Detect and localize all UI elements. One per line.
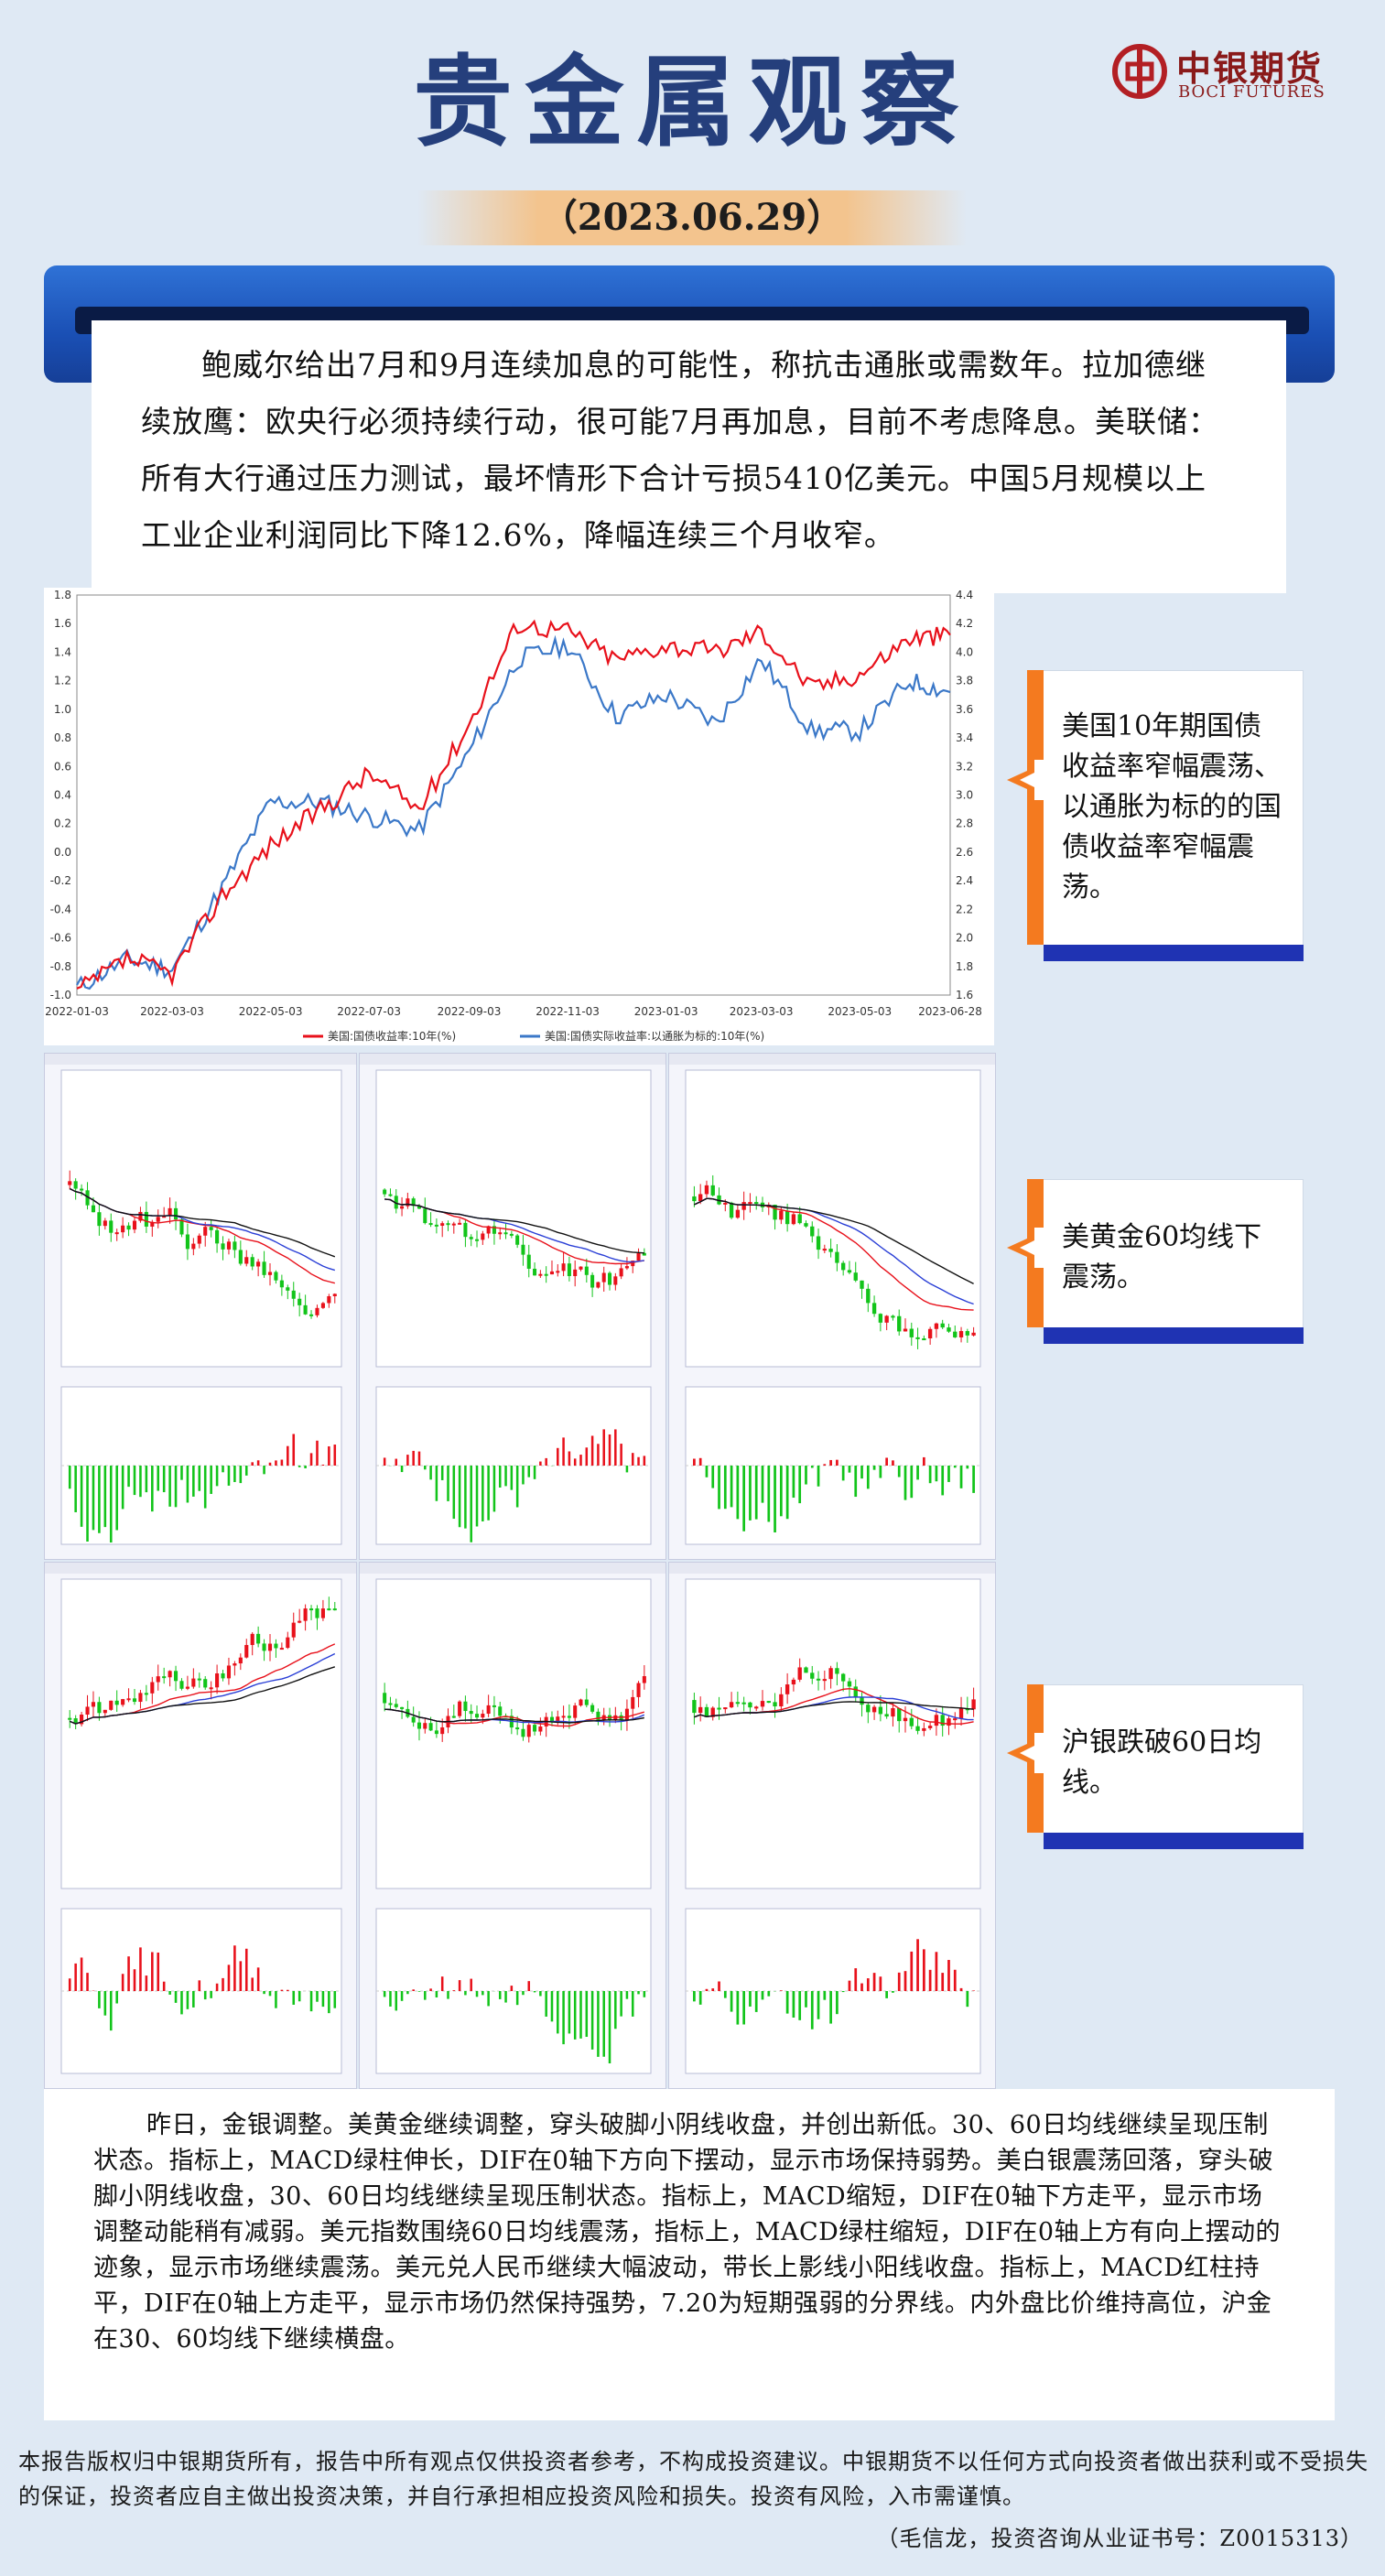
note-pointer-icon (1007, 1726, 1047, 1780)
x-tick-label: 2022-09-03 (438, 1005, 502, 1018)
x-tick-label: 2022-11-03 (536, 1005, 600, 1018)
logo-text-cn: 中银期货 (1176, 48, 1324, 89)
author-credential: （毛信龙，投资咨询从业证书号：Z0015313） (876, 2526, 1363, 2551)
boci-logo: 中银期货 BOCI FUTURES (1112, 40, 1341, 104)
y-left-tick-label: -0.6 (50, 932, 71, 945)
intro-text: 鲍威尔给出7月和9月连续加息的可能性，称抗击通胀或需数年。拉加德继续放鹰：欧央行… (141, 347, 1219, 553)
kline-panel-usdcny (44, 1562, 357, 2089)
y-left-tick-label: 1.6 (54, 617, 71, 630)
page-title: 贵金属观察 (413, 46, 972, 160)
series-line-real-yield (76, 619, 951, 990)
kline-panel-usd-index (668, 1053, 996, 1560)
x-tick-label: 2023-06-28 (918, 1005, 982, 1018)
y-left-tick-label: 0.8 (54, 731, 71, 744)
legend-nominal-yield: 美国:国债实际收益率:以通胀为标的:10年(%) (545, 1029, 764, 1043)
kline-panel-shfe-silver (668, 1562, 996, 2089)
note-gold-text: 美黄金60均线下震荡。 (1062, 1221, 1262, 1293)
y-right-tick-label: 2.2 (956, 903, 973, 915)
series-line-nominal-yield (76, 634, 951, 990)
note-yields-text: 美国10年期国债收益率窄幅震荡、以通胀为标的的国债收益率窄幅震荡。 (1062, 710, 1282, 904)
report-date: （2023.06.29） (540, 196, 844, 239)
y-left-tick-label: 0.4 (54, 789, 71, 802)
y-right-tick-label: 4.4 (956, 589, 973, 601)
y-left-tick-label: 0.0 (54, 846, 71, 859)
note-pointer-icon (1007, 752, 1047, 807)
y-right-tick-label: 3.6 (956, 703, 973, 716)
x-tick-label: 2022-01-03 (45, 1005, 109, 1018)
y-left-tick-label: 1.0 (54, 703, 71, 716)
boci-logo-icon (1112, 44, 1167, 99)
summary-text: 昨日，金银调整。美黄金继续调整，穿头破脚小阴线收盘，并创出新低。30、60日均线… (93, 2111, 1282, 2354)
x-tick-label: 2023-03-03 (730, 1005, 794, 1018)
y-right-tick-label: 4.2 (956, 617, 973, 630)
y-left-tick-label: 0.2 (54, 817, 71, 830)
disclaimer: 本报告版权归中银期货所有，报告中所有观点仅供投资者参考，不构成投资建议。中银期货… (18, 2444, 1369, 2514)
y-left-tick-label: -0.8 (50, 960, 71, 973)
summary-box: 昨日，金银调整。美黄金继续调整，穿头破脚小阴线收盘，并创出新低。30、60日均线… (44, 2089, 1335, 2420)
y-right-tick-label: 3.8 (956, 675, 973, 687)
note-gold: 美黄金60均线下震荡。 (1007, 1179, 1304, 1344)
y-right-tick-label: 3.4 (956, 731, 973, 744)
y-left-tick-label: 1.8 (54, 589, 71, 601)
yield-chart: -1.0 -0.8 -0.6 -0.4 -0.2 0.0 0.2 0.4 0.6 0.8 1.0 1.… (44, 588, 994, 1045)
x-tick-label: 2022-03-03 (140, 1005, 204, 1018)
note-silver-text: 沪银跌破60日均线。 (1062, 1726, 1262, 1799)
y-right-tick-label: 2.6 (956, 846, 973, 859)
intro-box: 鲍威尔给出7月和9月连续加息的可能性，称抗击通胀或需数年。拉加德继续放鹰：欧央行… (92, 320, 1286, 593)
y-left-tick-label: 0.6 (54, 760, 71, 773)
x-tick-label: 2022-05-03 (239, 1005, 303, 1018)
y-right-tick-label: 4.0 (956, 645, 973, 658)
x-tick-label: 2022-07-03 (337, 1005, 401, 1018)
kline-panel-silver (359, 1053, 666, 1560)
y-left-tick-label: -1.0 (50, 989, 71, 1001)
y-left-tick-label: 1.2 (54, 675, 71, 687)
y-right-tick-label: 2.8 (956, 817, 973, 830)
note-pointer-icon (1007, 1220, 1047, 1275)
legend-real-yield: 美国:国债收益率:10年(%) (328, 1029, 456, 1043)
y-left-tick-label: -0.2 (50, 874, 71, 887)
disclaimer-text: 本报告版权归中银期货所有，报告中所有观点仅供投资者参考，不构成投资建议。中银期货… (18, 2449, 1369, 2509)
kline-panel-gold (44, 1053, 357, 1560)
x-tick-label: 2023-05-03 (828, 1005, 892, 1018)
note-silver: 沪银跌破60日均线。 (1007, 1684, 1304, 1849)
y-right-tick-label: 2.4 (956, 874, 973, 887)
y-right-tick-label: 1.6 (956, 989, 973, 1001)
yield-chart-svg: -1.0 -0.8 -0.6 -0.4 -0.2 0.0 0.2 0.4 0.6 0.8 1.0 1.… (45, 589, 982, 1043)
y-right-tick-label: 1.8 (956, 960, 973, 973)
note-yields: 美国10年期国债收益率窄幅震荡、以通胀为标的的国债收益率窄幅震荡。 (1007, 670, 1304, 961)
x-tick-label: 2023-01-03 (634, 1005, 698, 1018)
y-left-tick-label: -0.4 (50, 903, 71, 915)
y-left-tick-label: 1.4 (54, 645, 71, 658)
y-right-tick-label: 3.2 (956, 760, 973, 773)
date-banner: （2023.06.29） (417, 190, 967, 245)
y-right-tick-label: 3.0 (956, 789, 973, 802)
kline-panel-shfe-gold (359, 1562, 666, 2089)
y-right-tick-label: 2.0 (956, 932, 973, 945)
logo-text-en: BOCI FUTURES (1178, 82, 1325, 102)
chart-legend: 美国:国债收益率:10年(%) 美国:国债实际收益率:以通胀为标的:10年(%) (303, 1029, 764, 1043)
